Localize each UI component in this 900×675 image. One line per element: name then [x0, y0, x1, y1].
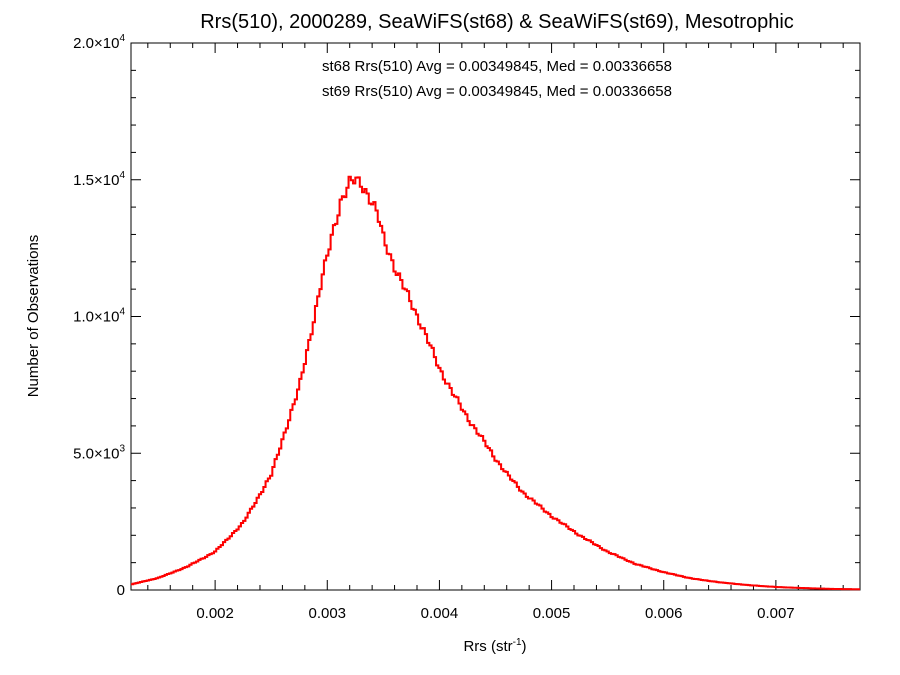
y-tick-label: 5.0×103: [73, 443, 125, 462]
x-tick-label: 0.003: [308, 605, 346, 622]
x-tick-label: 0.002: [196, 605, 234, 622]
series-line-st68: [131, 176, 860, 591]
x-tick-label: 0.007: [757, 605, 795, 622]
y-tick-label: 1.5×104: [73, 170, 125, 189]
y-axis-label: Number of Observations: [25, 235, 42, 398]
y-axis-ticks: 0 5.0×103 1.0×104 1.5×104 2.0×104: [73, 33, 860, 599]
x-tick-label: 0.006: [645, 605, 683, 622]
y-tick-label: 0: [117, 582, 125, 599]
y-tick-label: 2.0×104: [73, 33, 125, 52]
plot-border: [130, 42, 861, 591]
plot-frame: [130, 42, 861, 591]
x-axis-label: Rrs (str-1): [463, 637, 526, 655]
x-tick-label: 0.005: [533, 605, 571, 622]
y-tick-label: 1.0×104: [73, 307, 125, 326]
annotation-st69: st69 Rrs(510) Avg = 0.00349845, Med = 0.…: [322, 83, 672, 100]
x-axis-ticks: 0.002 0.003 0.004 0.005 0.006 0.007: [147, 43, 844, 622]
series-line-st69: [131, 175, 860, 591]
chart-title: Rrs(510), 2000289, SeaWiFS(st68) & SeaWi…: [200, 11, 794, 33]
annotation-st68: st68 Rrs(510) Avg = 0.00349845, Med = 0.…: [322, 58, 672, 75]
series-layer: [131, 175, 860, 591]
x-tick-label: 0.004: [421, 605, 459, 622]
